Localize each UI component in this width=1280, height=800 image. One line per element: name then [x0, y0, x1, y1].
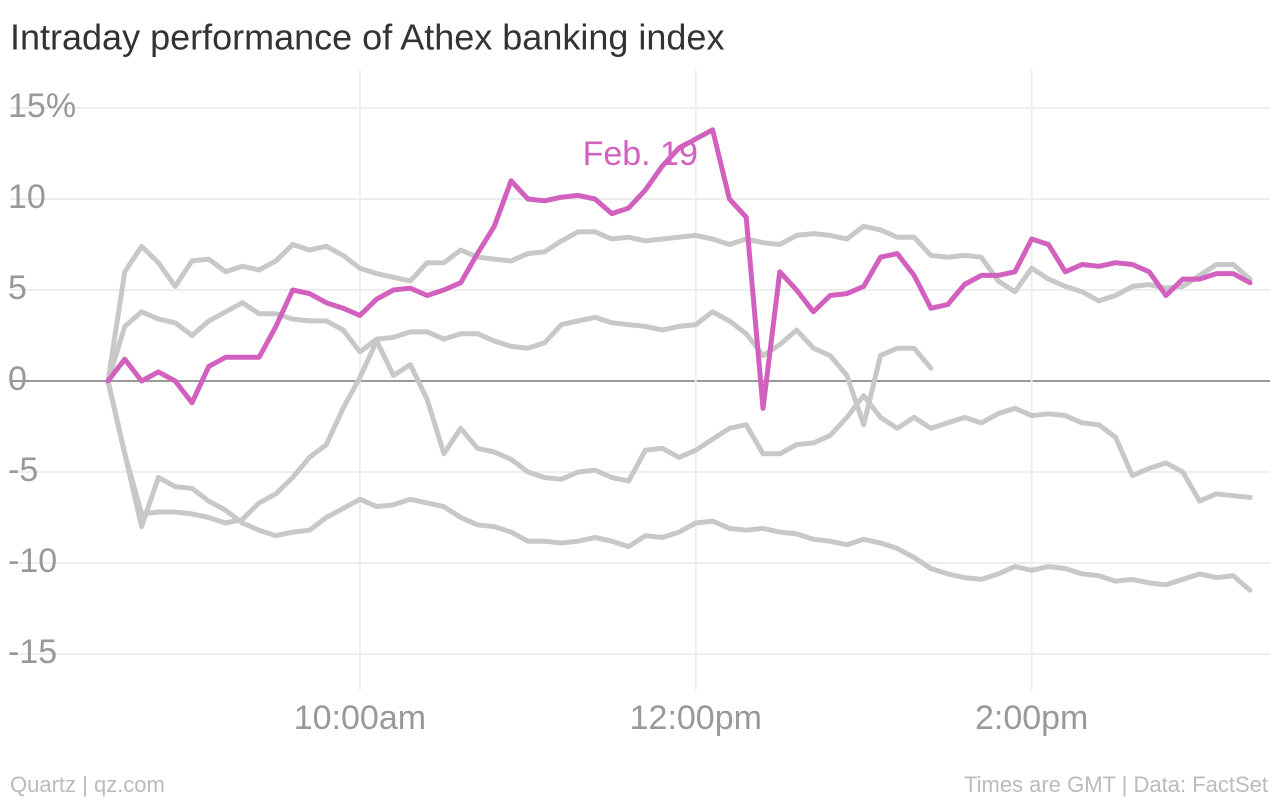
y-tick-label: 15% — [8, 87, 76, 125]
y-tick-label: 0 — [8, 360, 27, 398]
series-line — [105, 378, 1253, 593]
x-tick-label: 2:00pm — [975, 699, 1088, 737]
y-tick-label: -10 — [8, 542, 57, 580]
series-line — [105, 300, 934, 428]
y-tick-label: -5 — [8, 451, 38, 489]
chart-title: Intraday performance of Athex banking in… — [10, 17, 724, 58]
x-tick-label: 12:00pm — [630, 699, 762, 737]
y-tick-label: -15 — [8, 633, 57, 671]
series-line — [105, 338, 1253, 526]
x-tick-label: 10:00am — [294, 699, 426, 737]
series-annotation: Feb. 19 — [583, 135, 698, 173]
series-line — [105, 127, 1253, 411]
source-left: Quartz | qz.com — [10, 772, 165, 797]
y-tick-label: 5 — [8, 269, 27, 307]
series-line — [105, 223, 1253, 384]
source-right: Times are GMT | Data: FactSet — [964, 772, 1268, 797]
y-tick-label: 10 — [8, 178, 46, 216]
